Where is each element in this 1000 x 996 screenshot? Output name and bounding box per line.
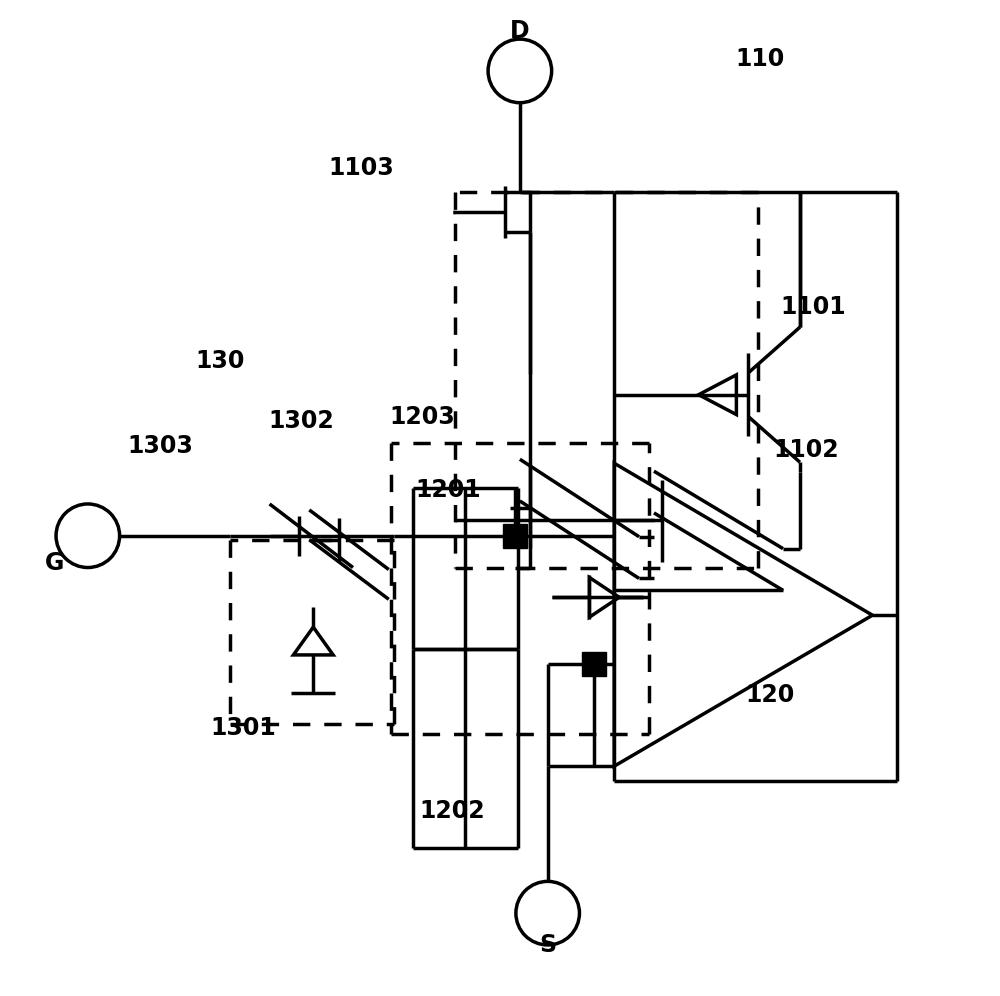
Text: 1102: 1102 bbox=[773, 438, 839, 462]
Text: S: S bbox=[539, 933, 556, 957]
Text: 1301: 1301 bbox=[211, 716, 277, 740]
Text: 1101: 1101 bbox=[780, 295, 846, 320]
Text: 1201: 1201 bbox=[416, 478, 481, 502]
Text: G: G bbox=[45, 551, 65, 575]
Text: 120: 120 bbox=[746, 682, 795, 706]
Text: D: D bbox=[510, 19, 530, 43]
Bar bbox=[503, 524, 527, 548]
Text: 1203: 1203 bbox=[390, 404, 455, 428]
Text: 110: 110 bbox=[736, 47, 785, 71]
Text: 1303: 1303 bbox=[127, 434, 193, 458]
Bar bbox=[582, 652, 606, 676]
Text: 130: 130 bbox=[195, 349, 245, 373]
Text: 1103: 1103 bbox=[328, 156, 394, 180]
Text: 1302: 1302 bbox=[268, 408, 334, 432]
Text: 1202: 1202 bbox=[420, 799, 485, 823]
